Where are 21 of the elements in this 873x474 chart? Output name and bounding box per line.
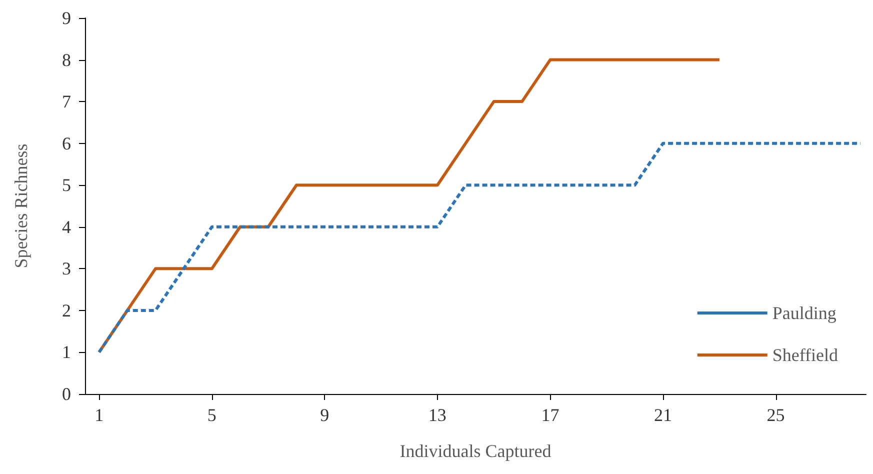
x-tick-label: 1	[94, 405, 104, 425]
y-tick-label: 1	[62, 342, 71, 362]
y-axis-title: Species Richness	[11, 144, 31, 268]
y-tick-label: 5	[62, 175, 71, 196]
legend-label: Paulding	[772, 303, 836, 323]
y-tick-label: 0	[62, 384, 71, 404]
x-tick-label: 9	[320, 405, 330, 425]
y-tick-label: 3	[62, 258, 71, 279]
x-tick-label: 13	[428, 405, 446, 425]
y-tick-label: 4	[62, 216, 71, 237]
x-tick-label: 5	[207, 405, 216, 425]
y-tick-label: 7	[62, 92, 71, 112]
x-axis-title: Individuals Captured	[400, 441, 552, 461]
y-tick-label: 6	[62, 133, 71, 154]
y-tick-label: 9	[62, 8, 71, 28]
x-tick-label: 21	[654, 405, 672, 425]
x-tick-label: 17	[541, 405, 560, 425]
legend-label: Sheffield	[772, 345, 838, 365]
y-tick-label: 8	[62, 50, 71, 70]
x-tick-label: 25	[766, 405, 785, 425]
y-tick-label: 2	[62, 300, 71, 320]
